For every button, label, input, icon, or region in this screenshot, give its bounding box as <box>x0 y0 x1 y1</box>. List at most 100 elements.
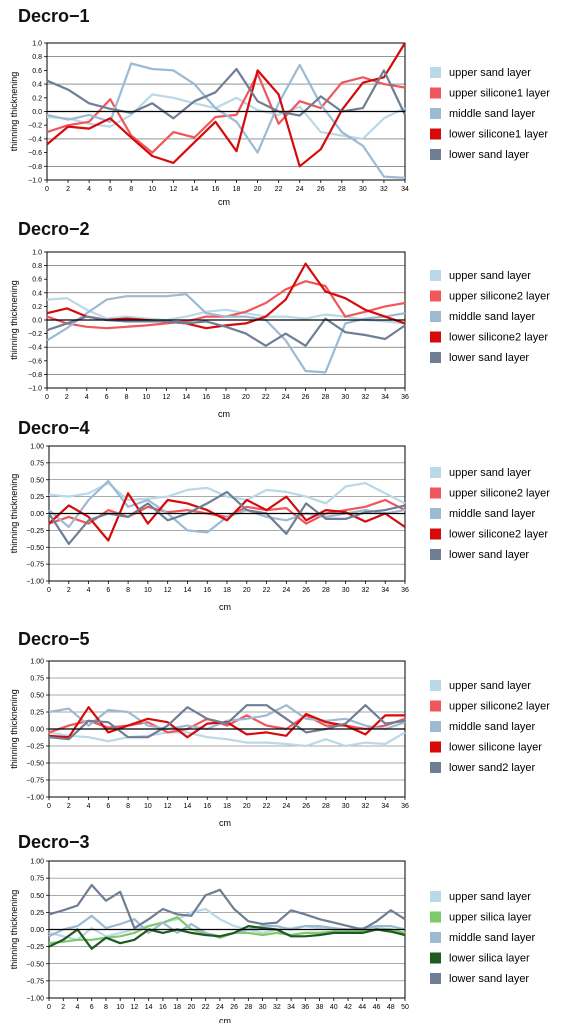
x-tick-label: 50 <box>401 1004 409 1011</box>
y-tick-label: −0.75 <box>26 978 44 985</box>
x-tick-label: 8 <box>125 394 129 401</box>
chart-svg: −1.00 −0.75 −0.50 −0.25 0.00 0.25 0.50 0.75 1.00… <box>9 444 550 613</box>
legend-swatch <box>430 87 441 99</box>
x-tick-label: 36 <box>401 587 409 594</box>
y-tick-label: −0.6 <box>28 358 42 365</box>
y-tick-label: 0.00 <box>30 511 44 518</box>
x-tick-label: 26 <box>230 1004 238 1011</box>
y-tick-label: −0.6 <box>28 150 42 157</box>
x-tick-label: 36 <box>401 394 409 401</box>
y-axis-label: thinning thicknening <box>9 72 19 152</box>
x-tick-label: 12 <box>164 803 172 810</box>
chart-svg: −1.00 −0.75 −0.50 −0.25 0.00 0.25 0.50 0.75 1.00… <box>9 659 550 829</box>
x-tick-label: 18 <box>222 394 230 401</box>
y-tick-label: −0.75 <box>26 778 44 785</box>
y-tick-label: −0.2 <box>28 331 42 338</box>
legend-swatch <box>430 352 441 363</box>
x-tick-label: 36 <box>301 1004 309 1011</box>
legend-swatch <box>430 680 441 691</box>
y-tick-label: 0.50 <box>30 893 44 900</box>
legend-swatch <box>430 270 441 281</box>
legend-label: lower sand layer <box>449 149 529 161</box>
y-tick-label: −1.0 <box>28 178 42 185</box>
x-tick-label: 40 <box>330 1004 338 1011</box>
legend-swatch <box>430 891 441 902</box>
legend-swatch <box>430 973 441 984</box>
legend-swatch <box>430 528 441 540</box>
y-tick-label: −1.00 <box>26 795 44 802</box>
x-tick-label: 16 <box>212 186 220 193</box>
x-tick-label: 10 <box>116 1004 124 1011</box>
legend-swatch <box>430 700 441 712</box>
y-tick-label: −0.8 <box>28 372 42 379</box>
x-tick-label: 4 <box>87 803 91 810</box>
x-tick-label: 8 <box>126 587 130 594</box>
x-tick-label: 2 <box>67 803 71 810</box>
x-tick-label: 16 <box>203 587 211 594</box>
legend-label: upper sand layer <box>449 67 531 79</box>
x-tick-label: 26 <box>302 803 310 810</box>
x-tick-label: 32 <box>273 1004 281 1011</box>
x-tick-label: 30 <box>342 803 350 810</box>
x-axis-label: cm <box>218 197 230 207</box>
x-tick-label: 8 <box>104 1004 108 1011</box>
legend-label: lower silica layer <box>449 953 530 965</box>
x-tick-label: 2 <box>61 1004 65 1011</box>
x-axis-label: cm <box>219 602 231 612</box>
x-tick-label: 24 <box>282 587 290 594</box>
legend-swatch <box>430 762 441 773</box>
y-axis-label: thinning thicknening <box>9 689 19 769</box>
chart-svg: −1.00 −0.75 −0.50 −0.25 0.00 0.25 0.50 0.75 1.00… <box>9 859 536 1023</box>
x-tick-label: 2 <box>67 587 71 594</box>
y-tick-label: 0.6 <box>32 68 42 75</box>
x-tick-label: 14 <box>145 1004 153 1011</box>
x-tick-label: 6 <box>106 803 110 810</box>
x-tick-label: 0 <box>47 803 51 810</box>
y-tick-label: −0.25 <box>26 944 44 951</box>
x-tick-label: 32 <box>362 587 370 594</box>
x-tick-label: 26 <box>302 587 310 594</box>
chart-title: Decro−2 <box>18 219 90 239</box>
x-tick-label: 10 <box>143 394 151 401</box>
x-tick-label: 30 <box>342 587 350 594</box>
y-tick-label: −1.00 <box>26 996 44 1003</box>
y-tick-label: 1.00 <box>30 859 44 866</box>
x-tick-label: 28 <box>322 394 330 401</box>
x-tick-label: 0 <box>47 1004 51 1011</box>
x-axis-label: cm <box>218 409 230 419</box>
y-tick-label: 1.0 <box>32 41 42 48</box>
x-tick-label: 18 <box>223 803 231 810</box>
chart-title: Decro−1 <box>18 6 90 26</box>
x-tick-label: 26 <box>302 394 310 401</box>
x-tick-label: 28 <box>322 803 330 810</box>
y-tick-label: 0.6 <box>32 277 42 284</box>
x-tick-label: 20 <box>242 394 250 401</box>
y-tick-label: 0.50 <box>30 477 44 484</box>
x-tick-label: 14 <box>191 186 199 193</box>
y-tick-label: 1.00 <box>30 659 44 666</box>
chart-panel-decro-1: Decro−1 −1.0 −0.8 −0.6 −0.4 −0.2 0.0 0.2 0.4 0.6… <box>0 6 571 211</box>
x-tick-label: 2 <box>65 394 69 401</box>
x-tick-label: 16 <box>203 803 211 810</box>
legend-swatch <box>430 932 441 943</box>
legend-label: upper silica layer <box>449 912 532 924</box>
series-line-middle-sand <box>46 293 406 374</box>
x-tick-label: 18 <box>223 587 231 594</box>
y-tick-label: −0.50 <box>26 545 44 552</box>
legend-swatch <box>430 952 441 964</box>
x-tick-label: 0 <box>45 394 49 401</box>
legend-label: middle sand layer <box>449 108 536 120</box>
y-tick-label: 0.75 <box>30 876 44 883</box>
legend-swatch <box>430 741 441 753</box>
x-tick-label: 30 <box>259 1004 267 1011</box>
legend-swatch <box>430 467 441 478</box>
x-tick-label: 0 <box>45 186 49 193</box>
y-tick-label: −1.00 <box>26 579 44 586</box>
legend-swatch <box>430 508 441 519</box>
x-tick-label: 32 <box>380 186 388 193</box>
legend-label: upper silicone2 layer <box>449 701 550 713</box>
legend-label: middle sand layer <box>449 311 536 323</box>
x-tick-label: 14 <box>184 587 192 594</box>
y-tick-label: −0.25 <box>26 528 44 535</box>
y-tick-label: 0.75 <box>30 676 44 683</box>
